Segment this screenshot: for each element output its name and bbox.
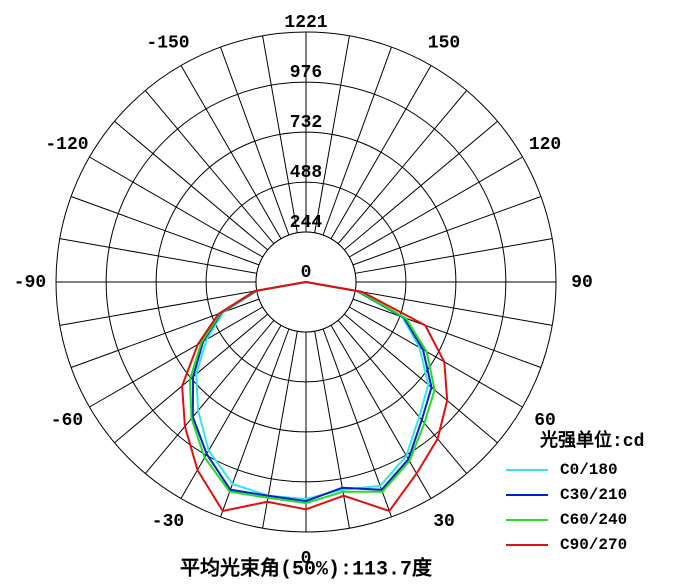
angle-tick-label: 90 [571, 273, 593, 293]
radial-tick-label: 488 [290, 163, 322, 183]
grid-ring [205, 181, 407, 383]
annotation: 平均光束角(50%):113.7度 [180, 555, 433, 581]
legend-label: C30/210 [560, 486, 627, 504]
legend-label: C90/270 [560, 536, 627, 554]
radial-tick-label: 0 [301, 263, 312, 283]
grid-ring [55, 31, 557, 533]
series-line [188, 281, 436, 505]
angle-tick-label: -30 [152, 512, 184, 532]
radial-tick-label: 732 [290, 113, 322, 133]
angle-tick-label: 0 [301, 549, 312, 569]
grid-ring [155, 131, 457, 433]
radial-tick-label: 976 [290, 63, 322, 83]
legend-label: C0/180 [560, 461, 618, 479]
angle-tick-label: 150 [428, 34, 460, 54]
angle-tick-label: -90 [14, 273, 46, 293]
series-line [181, 281, 449, 513]
angle-tick-label: 60 [534, 411, 556, 431]
grid-ring [105, 81, 507, 483]
angle-tick-label: 120 [529, 135, 561, 155]
angle-tick-label: 30 [433, 512, 455, 532]
series-line [195, 281, 430, 501]
angle-tick-label: -120 [45, 135, 88, 155]
legend-title: 光强单位:cd [539, 429, 644, 452]
angle-tick-label: -150 [146, 34, 189, 54]
radial-tick-label: 1221 [284, 13, 327, 33]
legend-label: C60/240 [560, 511, 627, 529]
radial-tick-label: 244 [290, 213, 323, 233]
angle-tick-label: -60 [51, 411, 83, 431]
